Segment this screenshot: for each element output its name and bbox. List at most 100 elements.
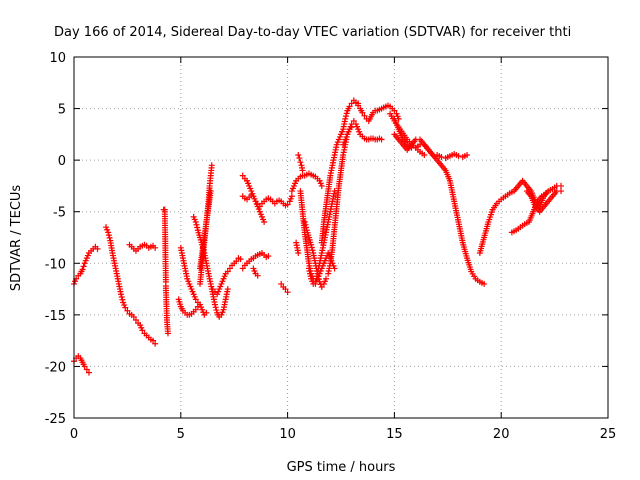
data-point: [208, 162, 215, 169]
data-point: [237, 256, 244, 263]
data-point: [193, 221, 200, 228]
data-point: [164, 330, 171, 337]
data-point: [303, 224, 310, 231]
data-point: [203, 309, 210, 316]
data-point: [343, 110, 350, 117]
y-tick-label: -20: [45, 360, 66, 375]
y-axis-title: SDTVAR / TECUs: [9, 185, 24, 292]
data-point: [295, 249, 302, 256]
axis-ticks: 0 5 10 15 20 25 -25 -20 -15 -10 -5 0 5 10: [45, 51, 617, 442]
data-point: [256, 203, 263, 210]
data-point: [342, 113, 349, 120]
data-point: [124, 307, 131, 314]
x-tick-label: 10: [279, 427, 296, 442]
data-point: [80, 263, 87, 270]
y-tick-label: 0: [58, 154, 66, 169]
data-point: [192, 219, 199, 226]
data-point: [481, 280, 488, 287]
y-tick-label: 5: [58, 103, 66, 118]
x-tick-label: 15: [386, 427, 403, 442]
data-point: [252, 198, 259, 205]
data-point: [105, 232, 112, 239]
data-points: [71, 97, 565, 376]
data-point: [152, 244, 159, 251]
data-point: [224, 286, 231, 293]
y-tick-label: -15: [45, 309, 66, 324]
data-point: [359, 109, 366, 116]
data-point: [119, 296, 126, 303]
data-point: [207, 188, 214, 195]
y-tick-label: -5: [53, 206, 66, 221]
data-point: [224, 268, 231, 275]
data-point: [308, 241, 315, 248]
data-point: [118, 293, 125, 300]
data-point: [106, 234, 113, 241]
data-point: [455, 153, 462, 160]
data-point: [438, 154, 445, 161]
data-point: [391, 107, 398, 114]
x-tick-label: 20: [493, 427, 510, 442]
x-tick-label: 0: [70, 427, 78, 442]
data-point: [248, 192, 255, 199]
data-point: [308, 244, 315, 251]
data-point: [79, 266, 86, 273]
data-point: [543, 190, 550, 197]
data-point: [301, 219, 308, 226]
data-point: [278, 280, 285, 287]
data-point: [355, 102, 362, 109]
data-point: [288, 193, 295, 200]
data-point: [192, 306, 199, 313]
data-point: [265, 253, 272, 260]
data-point: [81, 363, 88, 370]
data-point: [194, 224, 201, 231]
grid-lines: [74, 57, 608, 418]
data-point: [85, 369, 92, 376]
data-point: [331, 265, 338, 272]
data-point: [212, 304, 219, 311]
data-point: [282, 286, 289, 293]
data-point: [323, 275, 330, 282]
data-point: [318, 284, 325, 291]
data-point: [558, 188, 565, 195]
data-point: [350, 117, 357, 124]
x-tick-label: 5: [177, 427, 185, 442]
data-point: [226, 265, 233, 272]
x-tick-label: 25: [600, 427, 617, 442]
data-point: [464, 151, 471, 158]
data-point: [213, 307, 220, 314]
data-point: [122, 304, 129, 311]
data-point: [239, 265, 246, 272]
data-point: [295, 151, 302, 158]
data-point: [117, 291, 124, 298]
y-tick-label: 10: [49, 51, 66, 66]
data-point: [239, 172, 246, 179]
chart-title: Day 166 of 2014, Sidereal Day-to-day VTE…: [54, 25, 571, 40]
data-point: [139, 327, 146, 334]
data-point: [297, 159, 304, 166]
data-point: [284, 289, 291, 296]
data-point: [342, 115, 349, 122]
data-point: [346, 103, 353, 110]
data-point: [284, 201, 291, 208]
data-point: [296, 155, 303, 162]
data-point: [299, 167, 306, 174]
data-point: [361, 112, 368, 119]
x-axis-title: GPS time / hours: [287, 460, 396, 475]
data-point: [150, 337, 157, 344]
plot-frame: [73, 56, 609, 419]
data-point: [233, 258, 240, 265]
data-point: [130, 313, 137, 320]
data-point: [132, 317, 139, 324]
data-point: [209, 286, 216, 293]
data-point: [318, 182, 325, 189]
data-point: [302, 221, 309, 228]
data-point: [378, 136, 385, 143]
data-point: [254, 272, 261, 279]
data-point: [94, 245, 101, 252]
y-tick-label: -10: [45, 257, 66, 272]
data-point: [309, 247, 316, 254]
data-point: [83, 366, 90, 373]
data-point: [558, 182, 565, 189]
data-point: [421, 151, 428, 158]
